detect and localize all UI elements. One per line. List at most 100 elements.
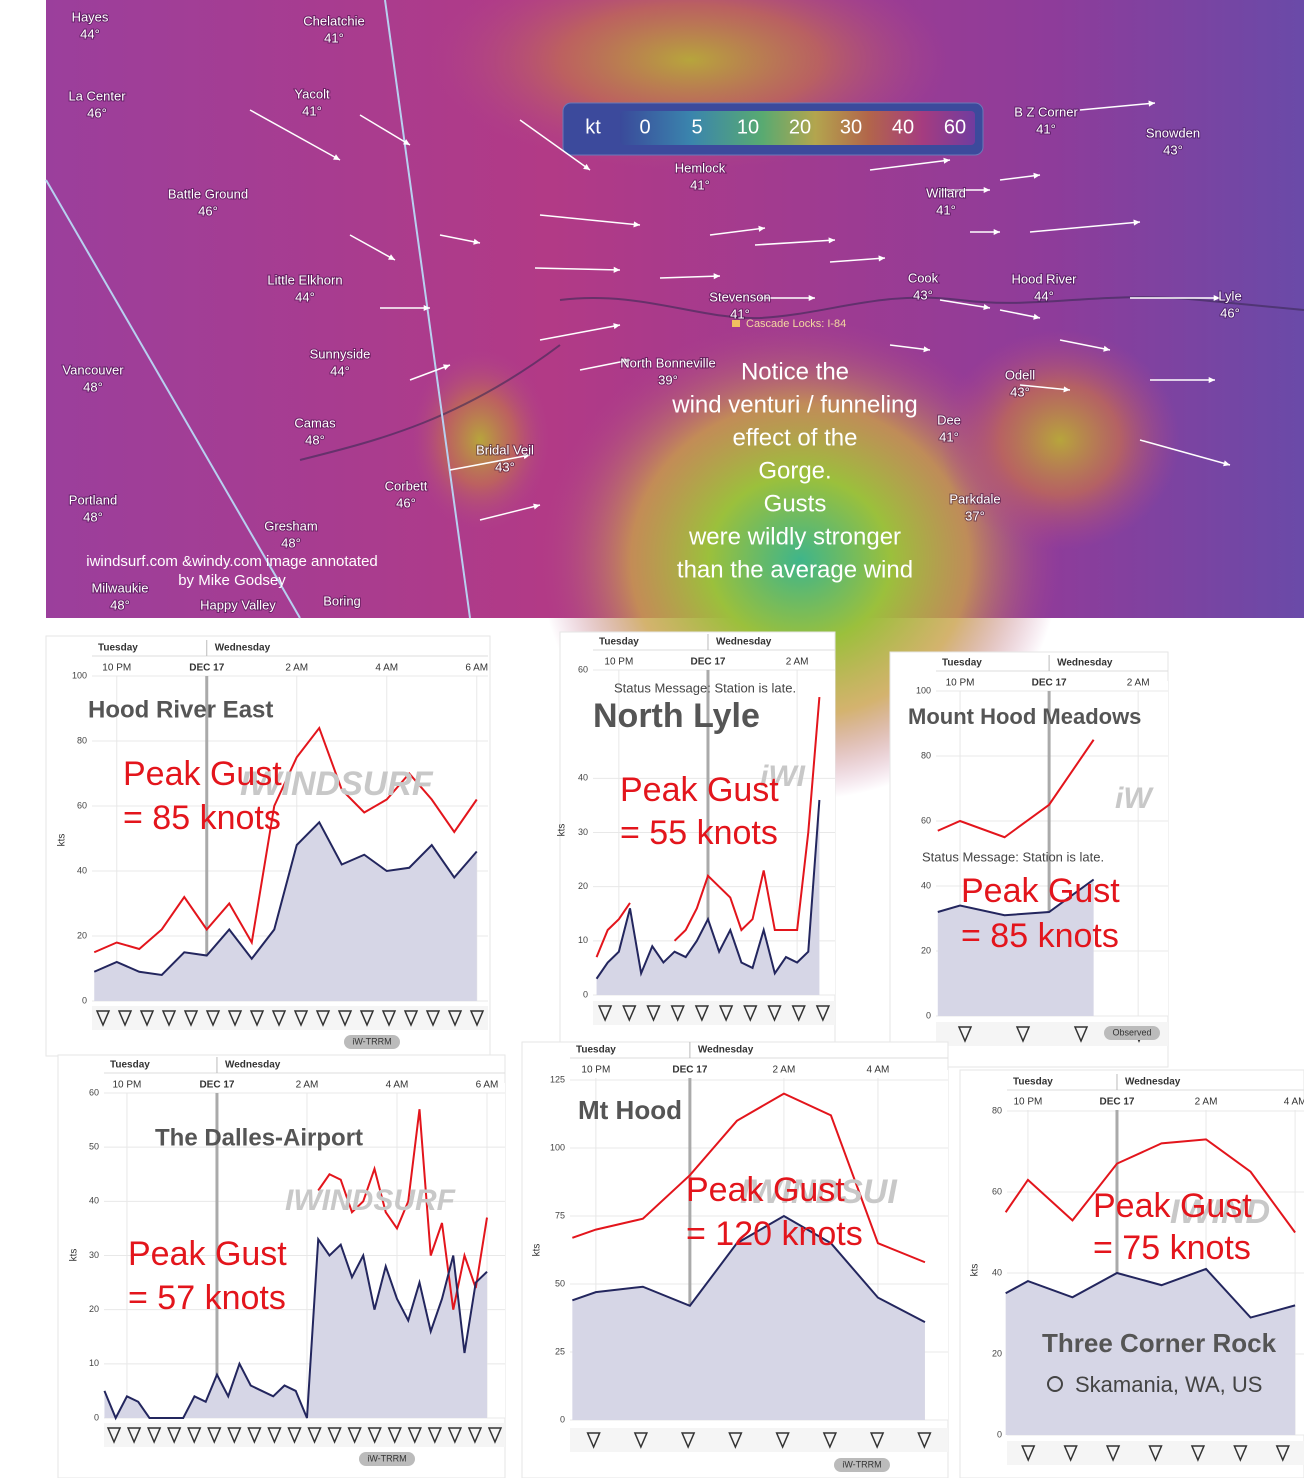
place-temperature: 44° <box>330 363 350 378</box>
place-name: Milwaukie <box>91 580 148 595</box>
x-tick-label: 4 AM <box>375 663 398 674</box>
place-name: Portland <box>69 492 117 507</box>
map-annotation: effect of the <box>733 424 858 451</box>
map-annotation: Gorge. <box>758 457 831 484</box>
y-axis-label: kts <box>970 1264 981 1277</box>
wind-direction-icon <box>267 1427 282 1444</box>
wind-arrow-head <box>473 238 480 245</box>
place-temperature: 41° <box>1036 121 1056 136</box>
peak-gust-note: = 85 knots <box>123 799 281 837</box>
wind-arrow-head <box>923 346 930 353</box>
wind-arrow <box>1139 439 1231 466</box>
watermark: IWINDSURF <box>285 1184 456 1217</box>
wind-arrow <box>1059 339 1111 351</box>
peak-gust-note: = 57 knots <box>128 1279 286 1317</box>
place-temperature: 43° <box>1163 142 1183 157</box>
wind-direction-icon <box>1105 1445 1121 1462</box>
legend-value: 10 <box>737 116 759 138</box>
station-title: Mt Hood <box>578 1095 682 1125</box>
wind-direction-icon <box>327 1427 342 1444</box>
place-temperature: 48° <box>305 432 325 447</box>
gust-line <box>937 739 1095 839</box>
y-tick-label: 20 <box>992 1348 1002 1358</box>
place-name: Dee <box>937 412 961 427</box>
badge-label: iW-TRRM <box>352 1036 391 1046</box>
wind-direction-icon <box>957 1026 973 1043</box>
y-tick-label: 40 <box>992 1267 1002 1277</box>
y-axis-label: kts <box>69 1249 80 1262</box>
place-temperature: 46° <box>1220 305 1240 320</box>
wind-direction-icon <box>347 1427 362 1444</box>
wind-arrow-head <box>523 453 530 460</box>
wind-arrow <box>449 454 531 471</box>
map-credit: by Mike Godsey <box>178 572 286 589</box>
x-tick-label: DEC 17 <box>672 1065 707 1076</box>
wind-arrow-head <box>808 294 815 302</box>
wind-arrow <box>1019 384 1071 391</box>
watermark: iWI <box>760 760 806 793</box>
wind-arrow-head <box>623 358 630 365</box>
day-label: Tuesday <box>942 658 982 669</box>
y-tick-label: 0 <box>997 1429 1002 1439</box>
wind-arrow <box>889 344 931 351</box>
y-tick-label: 10 <box>89 1358 99 1368</box>
x-tick-label: 2 AM <box>1195 1097 1218 1108</box>
wind-direction-icon <box>307 1427 322 1444</box>
average-wind-line <box>595 799 821 980</box>
peak-gust-note: Peak Gust <box>123 755 282 793</box>
camera-label: Cascade Locks: I-84 <box>746 318 846 330</box>
wind-direction-icon <box>407 1427 422 1444</box>
wind-direction-icon <box>425 1010 441 1027</box>
wind-arrow <box>249 109 341 161</box>
x-tick-label: 2 AM <box>1127 678 1150 689</box>
y-tick-label: 80 <box>921 750 931 760</box>
y-tick-label: 20 <box>89 1304 99 1314</box>
place-temperature: 46° <box>87 105 107 120</box>
wind-arrow-head <box>613 266 620 273</box>
place-name: Corbett <box>385 478 428 493</box>
place-name: Gresham <box>264 518 317 533</box>
peak-gust-note: = 85 knots <box>961 917 1119 955</box>
wind-arrow <box>359 114 411 146</box>
wind-direction-icon <box>869 1432 885 1449</box>
wind-direction-icon <box>775 1432 790 1449</box>
wind-direction-icon <box>694 1005 710 1022</box>
place-name: Odell <box>1005 367 1035 382</box>
wind-direction-icon <box>146 1427 162 1444</box>
wind-direction-icon <box>106 1427 122 1444</box>
station-title: Three Corner Rock <box>1042 1328 1277 1358</box>
legend-unit: kt <box>585 116 601 138</box>
place-temperature: 41° <box>302 103 322 118</box>
place-temperature: 41° <box>939 429 959 444</box>
station-chart: Tuesday Wednesday 0 20 40 60 80 10 PM DEC 17 2 AM… <box>959 1069 1304 1478</box>
gust-line <box>673 697 821 942</box>
wind-direction-icon <box>271 1010 287 1027</box>
y-tick-label: 100 <box>916 685 931 695</box>
wind-arrow-head <box>1223 460 1230 467</box>
average-area <box>572 1216 925 1420</box>
place-temperature: 48° <box>110 597 130 612</box>
wind-direction-icon <box>1233 1445 1248 1462</box>
wind-arrow-head <box>583 163 590 170</box>
place-temperature: 44° <box>295 289 315 304</box>
wind-arrow <box>349 234 396 261</box>
place-temperature: 44° <box>1034 288 1054 303</box>
average-wind-line <box>93 820 478 977</box>
wind-direction-icon <box>293 1010 309 1027</box>
place-temperature: 46° <box>198 203 218 218</box>
wind-direction-icon <box>767 1005 782 1022</box>
y-tick-label: 60 <box>921 815 931 825</box>
y-tick-label: 25 <box>555 1346 565 1356</box>
y-tick-label: 20 <box>77 930 87 940</box>
place-temperature: 43° <box>913 287 933 302</box>
y-tick-label: 60 <box>89 1087 99 1097</box>
wind-arrow <box>999 174 1041 181</box>
y-tick-label: 100 <box>72 670 87 680</box>
direction-row <box>570 1428 948 1452</box>
x-tick-label: 4 AM <box>1284 1097 1304 1108</box>
y-tick-label: 0 <box>926 1010 931 1020</box>
gust-line <box>1004 1138 1296 1234</box>
badge <box>1104 1026 1160 1040</box>
place-name: La Center <box>68 88 126 103</box>
legend-value: 5 <box>691 116 702 138</box>
